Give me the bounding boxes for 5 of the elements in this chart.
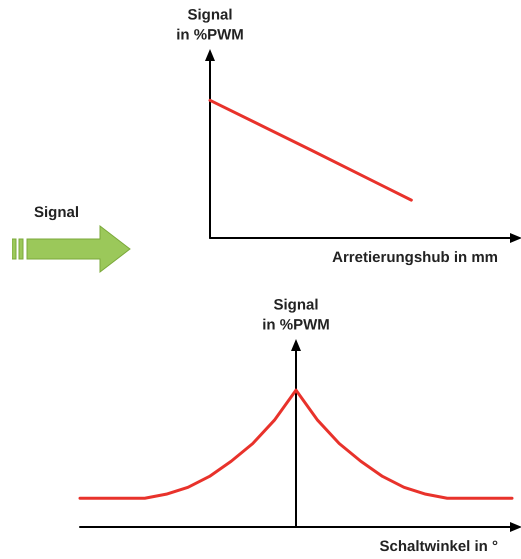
y-axis-title: Signal in %PWM [176, 6, 244, 44]
x-axis-title: Arretierungshub in mm [332, 249, 498, 266]
x-axis-title: Schaltwinkel in ° [379, 538, 498, 555]
y-axis-title: Signal in %PWM [262, 296, 330, 334]
text: Signal [34, 204, 80, 221]
